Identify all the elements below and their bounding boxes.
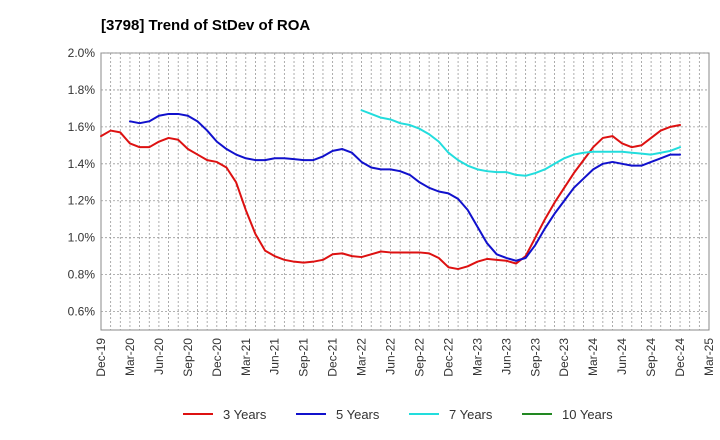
legend: 3 Years 5 Years 7 Years 10 Years xyxy=(183,407,613,422)
legend-label: 5 Years xyxy=(336,407,380,422)
legend-label: 7 Years xyxy=(449,407,493,422)
x-tick-label: Jun-22 xyxy=(384,338,398,375)
x-tick-label: Dec-22 xyxy=(441,338,455,377)
x-tick-label: Mar-21 xyxy=(239,338,253,376)
series-line-3-years xyxy=(100,124,682,271)
legend-label: 3 Years xyxy=(223,407,267,422)
series-lines xyxy=(100,109,682,271)
y-tick-label: 0.8% xyxy=(68,268,96,282)
x-tick-label: Jun-21 xyxy=(268,338,282,375)
y-axis: 2.0% 1.8% 1.6% 1.4% 1.2% 1.0% 0.8% 0.6% xyxy=(68,46,96,319)
legend-label: 10 Years xyxy=(562,407,613,422)
x-tick-label: Mar-20 xyxy=(123,338,137,376)
x-tick-label: Mar-22 xyxy=(355,338,369,376)
x-tick-label: Sep-22 xyxy=(412,338,426,377)
x-tick-label: Sep-24 xyxy=(644,338,658,377)
y-tick-label: 1.4% xyxy=(68,157,96,171)
x-tick-label: Mar-24 xyxy=(586,338,600,376)
x-tick-label: Jun-20 xyxy=(152,338,166,375)
plot-area xyxy=(100,52,710,331)
x-tick-label: Mar-23 xyxy=(470,338,484,376)
y-tick-label: 1.8% xyxy=(68,83,96,97)
x-axis: Dec-19 Mar-20 Jun-20 Sep-20 Dec-20 Mar-21 Jun-… xyxy=(94,338,716,377)
x-tick-label: Jun-24 xyxy=(615,338,629,375)
x-tick-label: Sep-21 xyxy=(297,338,311,377)
x-tick-label: Jun-23 xyxy=(499,338,513,375)
x-tick-label: Dec-19 xyxy=(94,338,108,377)
x-tick-label: Mar-25 xyxy=(702,338,716,376)
x-tick-label: Dec-20 xyxy=(210,338,224,377)
series-line-7-years xyxy=(360,109,682,177)
y-tick-label: 1.6% xyxy=(68,120,96,134)
x-tick-label: Sep-20 xyxy=(181,338,195,377)
y-tick-label: 1.2% xyxy=(68,194,96,208)
y-tick-label: 0.6% xyxy=(68,305,96,319)
x-tick-label: Dec-21 xyxy=(326,338,340,377)
grid xyxy=(101,52,709,330)
x-tick-label: Sep-23 xyxy=(528,338,542,377)
x-tick-label: Dec-23 xyxy=(557,338,571,377)
y-tick-label: 1.0% xyxy=(68,231,96,245)
series-line-5-years xyxy=(128,112,682,262)
chart-title: [3798] Trend of StDev of ROA xyxy=(101,17,310,34)
y-tick-label: 2.0% xyxy=(68,46,96,60)
x-tick-label: Dec-24 xyxy=(673,338,687,377)
